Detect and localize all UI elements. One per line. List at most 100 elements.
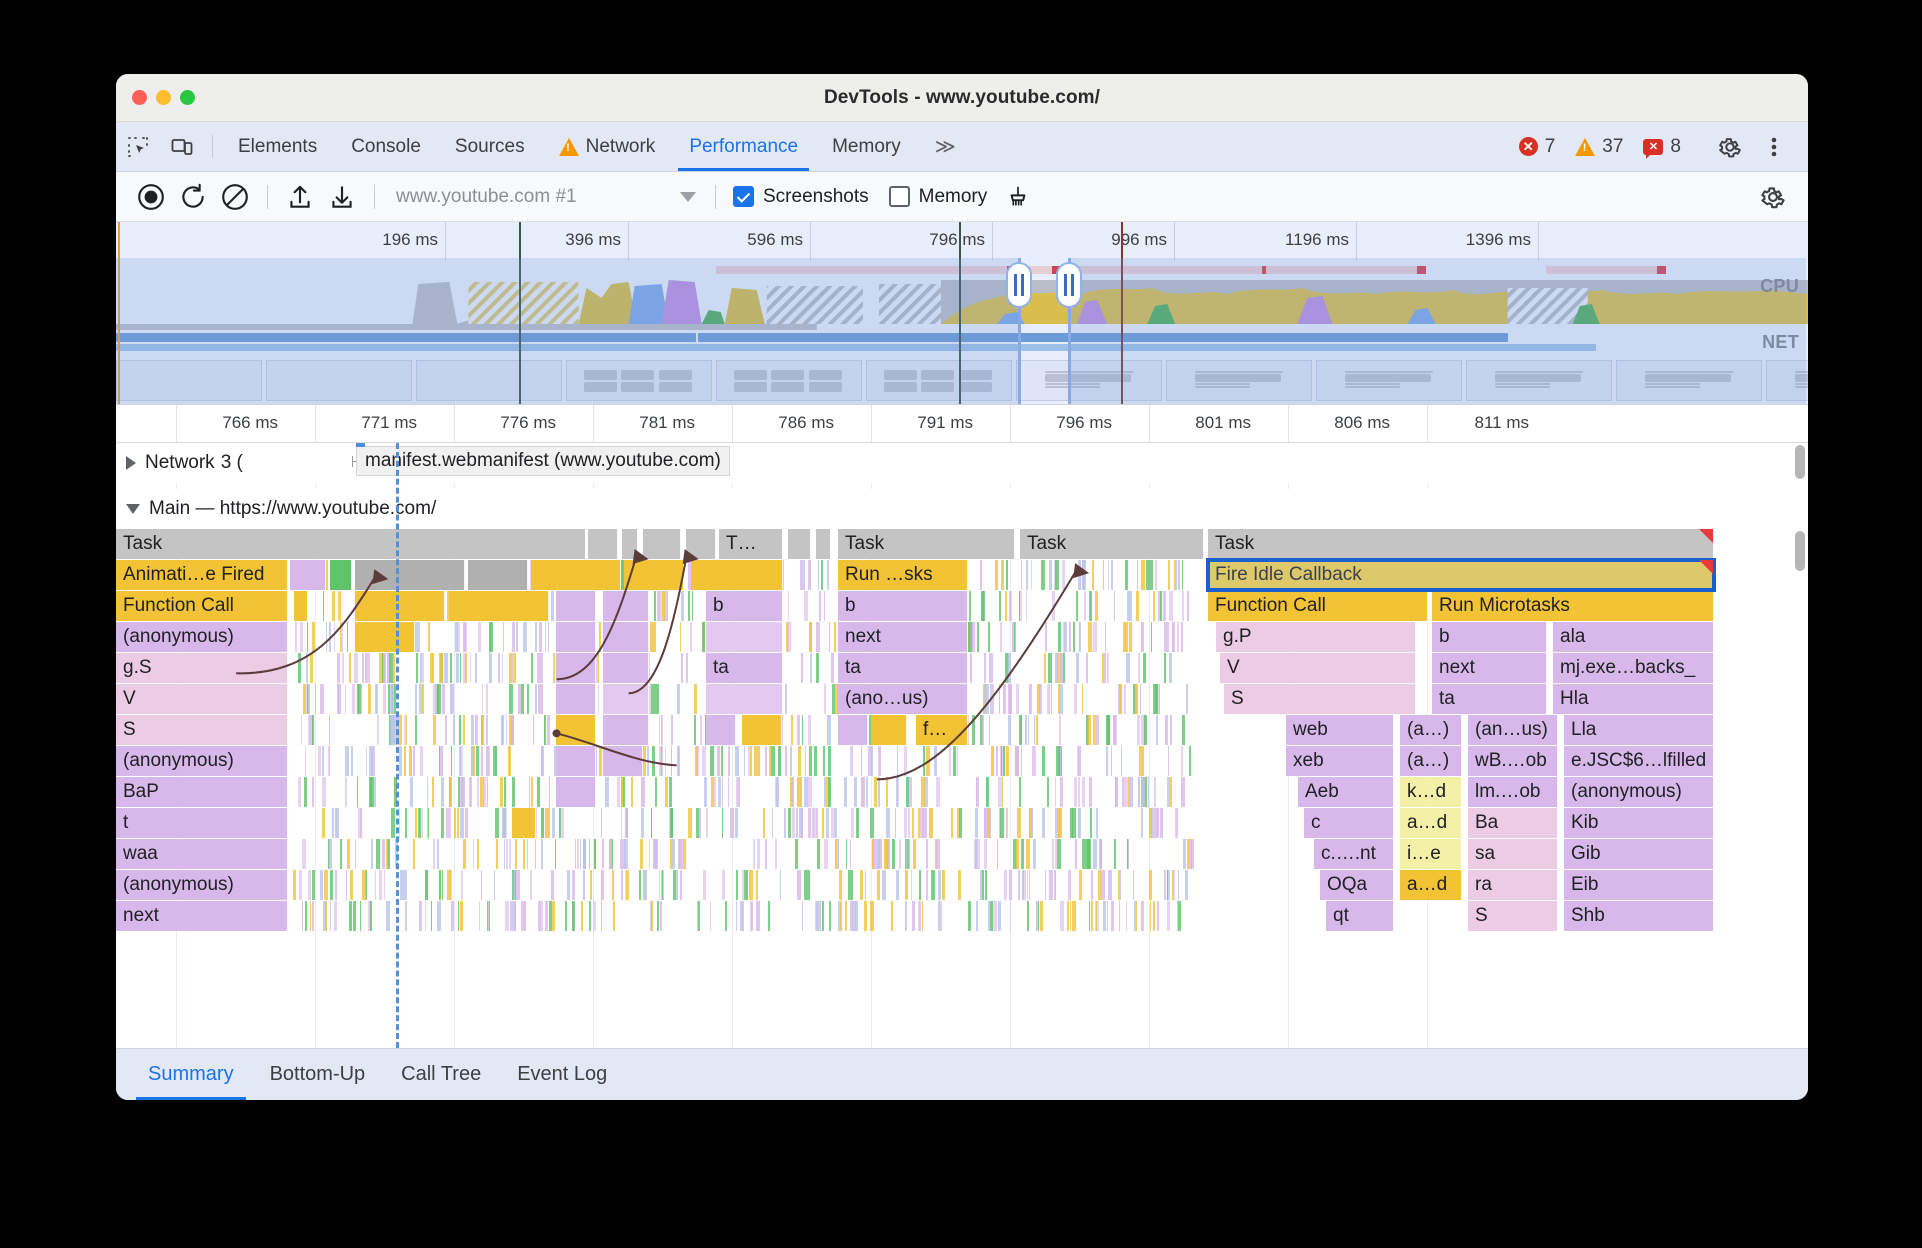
micro-event[interactable] [460, 901, 463, 931]
micro-event[interactable] [1000, 622, 1002, 652]
micro-event[interactable] [1040, 901, 1043, 931]
micro-event[interactable] [533, 715, 534, 745]
micro-event[interactable] [982, 715, 984, 745]
micro-event[interactable] [700, 715, 702, 745]
micro-event[interactable] [482, 684, 483, 714]
micro-event[interactable] [445, 715, 447, 745]
micro-event[interactable] [487, 777, 488, 807]
micro-event[interactable] [1036, 715, 1038, 745]
micro-event[interactable] [1082, 777, 1085, 807]
micro-event[interactable] [293, 870, 296, 900]
micro-event[interactable] [665, 746, 667, 776]
micro-event[interactable] [1150, 901, 1151, 931]
micro-event[interactable] [790, 746, 792, 776]
micro-event[interactable] [878, 746, 882, 776]
micro-event[interactable] [541, 839, 544, 869]
micro-event[interactable] [1021, 746, 1022, 776]
micro-event[interactable] [654, 839, 656, 869]
micro-event[interactable] [350, 870, 353, 900]
micro-event[interactable] [515, 839, 517, 869]
micro-event[interactable] [810, 653, 813, 683]
micro-event[interactable] [1093, 622, 1097, 652]
micro-event[interactable] [805, 746, 806, 776]
flame-bar-s[interactable]: S [116, 715, 288, 745]
micro-event[interactable] [545, 901, 549, 931]
micro-event[interactable] [1127, 839, 1128, 869]
micro-event[interactable] [1170, 715, 1172, 745]
flame-bar-anonymous[interactable]: (anonymous) [116, 746, 288, 776]
micro-event[interactable] [1003, 684, 1006, 714]
micro-event[interactable] [1072, 808, 1076, 838]
micro-event[interactable] [953, 746, 956, 776]
micro-event[interactable] [877, 839, 880, 869]
micro-event[interactable] [440, 746, 443, 776]
micro-event[interactable] [355, 839, 356, 869]
micro-event[interactable] [878, 777, 880, 807]
micro-event[interactable] [680, 622, 682, 652]
micro-event[interactable] [1134, 901, 1136, 931]
scrollbar-thumb-top[interactable] [1795, 445, 1805, 479]
micro-event[interactable] [1088, 622, 1092, 652]
flame-bar-fire-idle-callback[interactable]: Fire Idle Callback [1208, 560, 1714, 590]
micro-event[interactable] [670, 808, 673, 838]
flame-bar-an-us[interactable]: (an…us) [1468, 715, 1558, 745]
flame-bar-anonymous[interactable]: (anonymous) [1564, 777, 1714, 807]
micro-event[interactable] [601, 808, 603, 838]
micro-event[interactable] [906, 839, 907, 869]
micro-event[interactable] [824, 839, 828, 869]
micro-event[interactable] [802, 715, 803, 745]
micro-event[interactable] [1047, 777, 1050, 807]
load-profile-icon[interactable] [279, 176, 321, 218]
micro-event[interactable] [1079, 870, 1083, 900]
flame-chart-area[interactable]: 766 ms 771 ms 776 ms 781 ms 786 ms 791 ms 796 … [116, 405, 1808, 1048]
micro-event[interactable] [1056, 746, 1060, 776]
micro-event[interactable] [389, 653, 393, 683]
micro-event[interactable] [940, 901, 942, 931]
micro-event[interactable] [769, 746, 771, 776]
micro-event[interactable] [312, 901, 315, 931]
micro-event[interactable] [357, 777, 359, 807]
micro-event[interactable] [931, 870, 935, 900]
micro-event[interactable] [819, 591, 822, 621]
flame-bar[interactable] [706, 715, 736, 745]
micro-event[interactable] [856, 808, 859, 838]
micro-event[interactable] [621, 777, 623, 807]
micro-event[interactable] [505, 901, 509, 931]
micro-event[interactable] [1055, 777, 1057, 807]
micro-event[interactable] [710, 746, 714, 776]
micro-event[interactable] [1041, 560, 1044, 590]
micro-event[interactable] [753, 839, 755, 869]
micro-event[interactable] [896, 870, 899, 900]
micro-event[interactable] [736, 777, 738, 807]
tab-event-log[interactable]: Event Log [499, 1049, 625, 1100]
micro-event[interactable] [301, 715, 302, 745]
flame-bar[interactable] [691, 560, 783, 590]
micro-event[interactable] [808, 715, 811, 745]
micro-event[interactable] [827, 777, 828, 807]
micro-event[interactable] [605, 777, 609, 807]
micro-event[interactable] [721, 746, 723, 776]
micro-event[interactable] [518, 684, 522, 714]
micro-event[interactable] [620, 839, 623, 869]
micro-event[interactable] [852, 901, 856, 931]
micro-event[interactable] [1119, 684, 1122, 714]
micro-event[interactable] [1150, 808, 1152, 838]
micro-event[interactable] [513, 901, 516, 931]
flame-bar-v[interactable]: V [116, 684, 288, 714]
micro-event[interactable] [510, 901, 513, 931]
micro-event[interactable] [1099, 839, 1102, 869]
micro-event[interactable] [1133, 684, 1135, 714]
micro-event[interactable] [602, 839, 604, 869]
micro-event[interactable] [665, 777, 668, 807]
micro-event[interactable] [804, 591, 807, 621]
micro-event[interactable] [671, 746, 673, 776]
micro-event[interactable] [757, 746, 760, 776]
micro-event[interactable] [1107, 715, 1110, 745]
micro-event[interactable] [1057, 653, 1059, 683]
micro-event[interactable] [839, 870, 842, 900]
micro-event[interactable] [856, 901, 858, 931]
micro-event[interactable] [310, 653, 314, 683]
micro-event[interactable] [1074, 684, 1077, 714]
micro-event[interactable] [816, 901, 820, 931]
micro-event[interactable] [1069, 622, 1072, 652]
